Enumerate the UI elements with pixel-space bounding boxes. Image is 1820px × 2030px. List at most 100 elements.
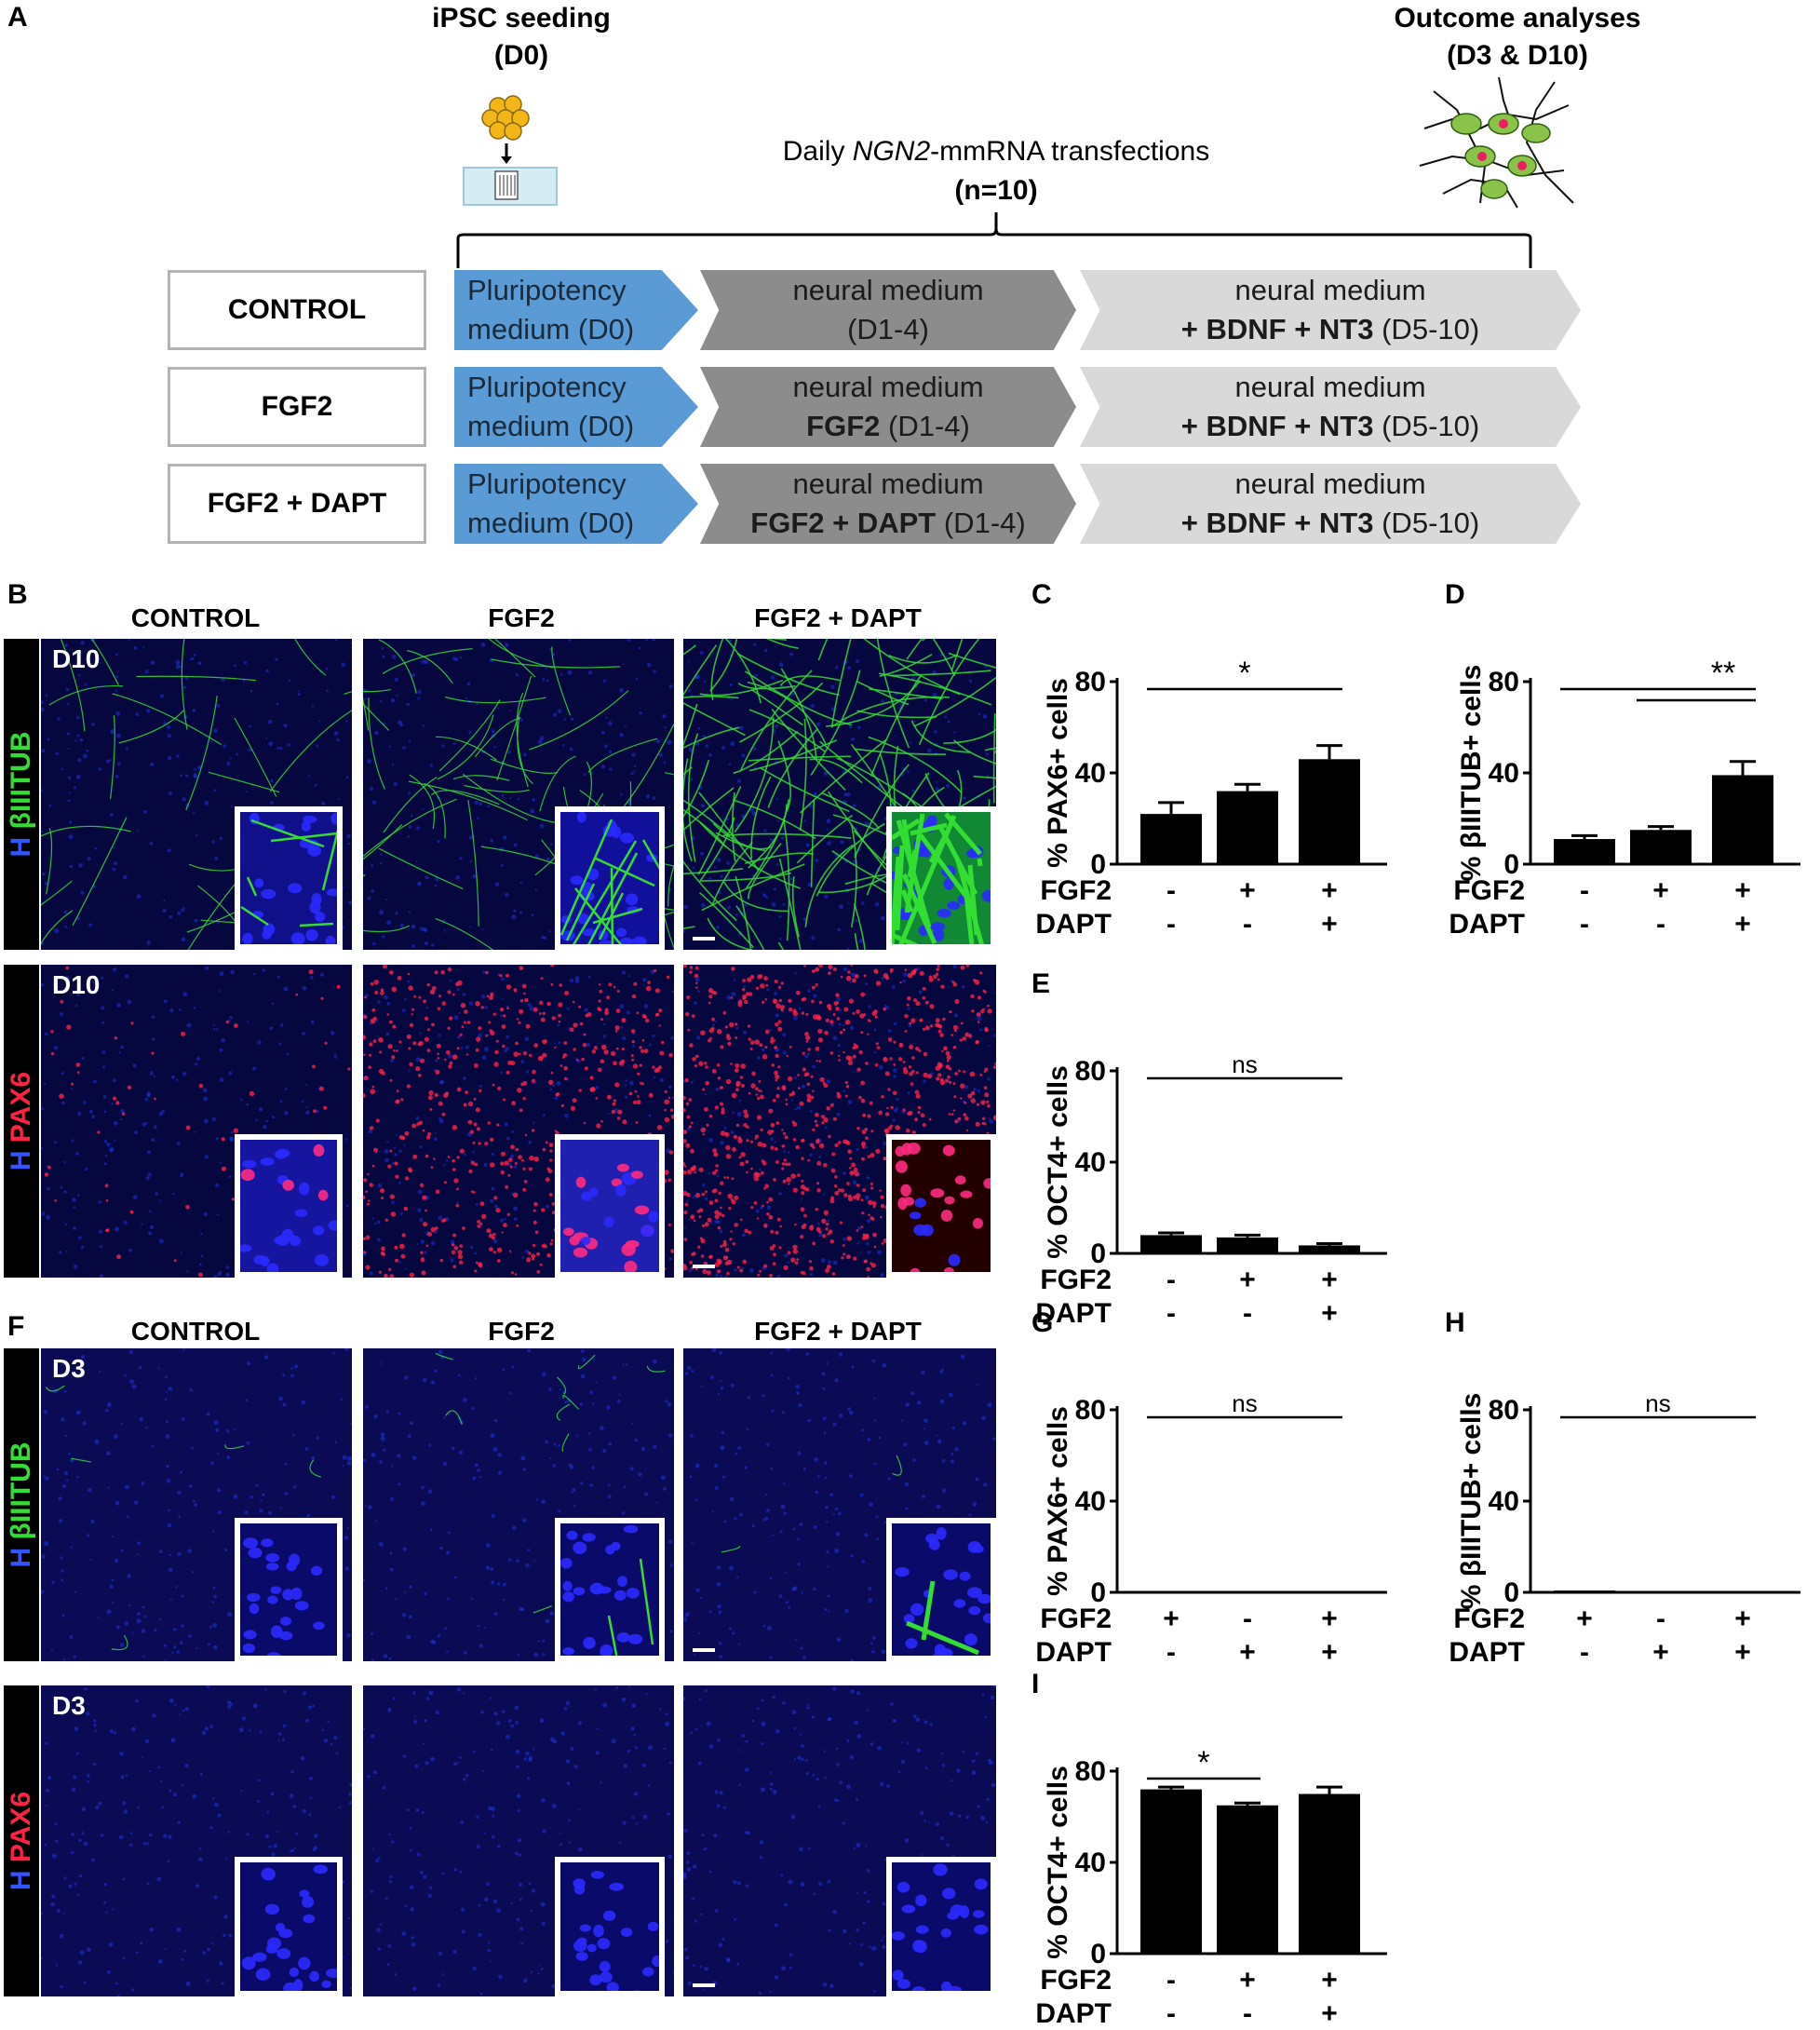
cell-seeding-icon xyxy=(463,95,558,206)
y-tick-label: 80 xyxy=(1075,1756,1106,1787)
bar xyxy=(1140,1591,1202,1592)
stain-h: H xyxy=(6,1862,36,1891)
row-label-dapt: DAPT xyxy=(1449,1637,1525,1668)
panel-label-c: C xyxy=(1031,579,1052,610)
y-tick-label: 80 xyxy=(1489,667,1519,697)
panel-label-d: D xyxy=(1445,579,1465,610)
y-tick-label: 40 xyxy=(1489,1486,1519,1517)
stain-pax6: PAX6 xyxy=(6,1071,36,1144)
fgf2-mark: + xyxy=(1239,1965,1256,1996)
magnified-inset xyxy=(886,806,996,950)
microscopy-tile xyxy=(683,1685,996,1996)
transfection-label: Daily NGN2-mmRNA transfections (n=10) xyxy=(745,132,1247,210)
step-neural-medium-bdnf-nt3: neural medium + BDNF + NT3 (D5-10) xyxy=(1080,270,1581,350)
neuron-network-icon xyxy=(1419,76,1574,209)
significance-label: ns xyxy=(1232,1389,1257,1417)
microscopy-tile: D10 xyxy=(41,965,352,1278)
significance-label: ns xyxy=(1232,1050,1257,1078)
day-tag: D3 xyxy=(52,1354,86,1383)
fgf2-mark: - xyxy=(1656,1604,1665,1634)
y-tick-label: 80 xyxy=(1075,667,1106,697)
y-tick-label: 40 xyxy=(1075,1486,1106,1517)
row-label-dapt: DAPT xyxy=(1449,909,1525,940)
microscopy-tile: D10 xyxy=(41,639,352,950)
bar xyxy=(1217,1237,1278,1253)
outcome-title: Outcome analyses (D3 & D10) xyxy=(1341,0,1694,74)
magnified-inset xyxy=(886,1857,996,1996)
significance-label: ** xyxy=(1711,656,1735,691)
microscopy-tile xyxy=(683,965,996,1278)
microscopy-tile: D3 xyxy=(41,1348,352,1661)
bar xyxy=(1140,1789,1202,1954)
dapt-mark: - xyxy=(1243,1998,1252,2029)
dapt-mark: - xyxy=(1166,1298,1176,1329)
step-neural-medium: neural medium (D1-4) xyxy=(700,270,1076,350)
y-axis-label: % OCT4+ cells xyxy=(1043,1065,1073,1259)
row-label-dapt: DAPT xyxy=(1035,1637,1112,1668)
dapt-mark: + xyxy=(1652,1637,1669,1668)
y-tick-label: 0 xyxy=(1090,849,1106,880)
significance-label: ns xyxy=(1645,1389,1670,1417)
step-pluripotency: Pluripotency medium (D0) xyxy=(454,464,698,544)
row-label-dapt: DAPT xyxy=(1035,1998,1112,2029)
day-tag: D10 xyxy=(52,644,101,673)
day-tag: D10 xyxy=(52,970,101,999)
row-label-fgf2: FGF2 xyxy=(1040,875,1112,906)
step-neural-medium: neural medium FGF2 + DAPT (D1-4) xyxy=(700,464,1076,544)
magnified-inset xyxy=(886,1134,996,1278)
transfection-pre: Daily xyxy=(782,136,853,167)
y-tick-label: 0 xyxy=(1503,849,1519,880)
panel-label-g: G xyxy=(1031,1307,1054,1338)
b-col-fgf2-dapt: FGF2 + DAPT xyxy=(754,603,922,632)
bar xyxy=(1140,1235,1202,1253)
microscopy-tile xyxy=(363,1685,674,1996)
f-pax6-row-label: H PAX6 xyxy=(4,1685,39,1996)
magnified-inset xyxy=(555,1134,665,1278)
b-col-control: CONTROL xyxy=(130,603,261,632)
transfection-post: -mmRNA transfections xyxy=(930,136,1210,167)
y-tick-label: 40 xyxy=(1075,758,1106,789)
y-axis-label: % PAX6+ cells xyxy=(1043,678,1073,868)
scale-bar xyxy=(693,1265,715,1268)
fgf2-mark: - xyxy=(1166,1965,1176,1996)
y-axis-label: % βIIITUB+ cells xyxy=(1456,665,1487,882)
y-axis-label: % OCT4+ cells xyxy=(1043,1766,1073,1959)
magnified-inset xyxy=(555,1857,665,1996)
row-label-fgf2: FGF2 xyxy=(1040,1604,1112,1634)
bar xyxy=(1554,1590,1615,1592)
dapt-mark: + xyxy=(1734,1637,1751,1668)
bar xyxy=(1712,775,1773,864)
b-tub-row-label: H βIIITUB xyxy=(4,639,39,950)
seeding-day-text: (D0) xyxy=(493,40,549,71)
dapt-mark: - xyxy=(1580,1637,1589,1668)
b-col-fgf2: FGF2 xyxy=(488,603,555,632)
fgf2-mark: + xyxy=(1321,1604,1338,1634)
y-tick-label: 80 xyxy=(1075,1056,1106,1087)
day-tag: D3 xyxy=(52,1691,86,1720)
dapt-mark: + xyxy=(1321,1637,1338,1668)
dapt-mark: - xyxy=(1243,1298,1252,1329)
y-axis-label: % PAX6+ cells xyxy=(1043,1406,1073,1596)
bar xyxy=(1217,791,1278,864)
y-tick-label: 80 xyxy=(1075,1395,1106,1426)
f-col-control: CONTROL xyxy=(130,1317,261,1346)
fgf2-mark: + xyxy=(1239,875,1256,906)
row-label-fgf2: FGF2 xyxy=(1040,1265,1112,1295)
condition-label-box: CONTROL xyxy=(168,270,426,350)
fgf2-mark: + xyxy=(1734,1604,1751,1634)
step-neural-medium-bdnf-nt3: neural medium + BDNF + NT3 (D5-10) xyxy=(1080,367,1581,447)
fgf2-mark: - xyxy=(1166,1265,1176,1295)
magnified-inset xyxy=(886,1518,996,1661)
stain-h: H xyxy=(6,1143,36,1171)
panel-label-h: H xyxy=(1445,1307,1465,1338)
fgf2-mark: + xyxy=(1163,1604,1180,1634)
dapt-mark: - xyxy=(1166,1998,1176,2029)
y-tick-label: 0 xyxy=(1503,1577,1519,1608)
magnified-inset xyxy=(555,1518,665,1661)
f-tub-row-label: H βIIITUB xyxy=(4,1348,39,1661)
magnified-inset xyxy=(235,1518,343,1661)
panel-label-e: E xyxy=(1031,968,1051,999)
